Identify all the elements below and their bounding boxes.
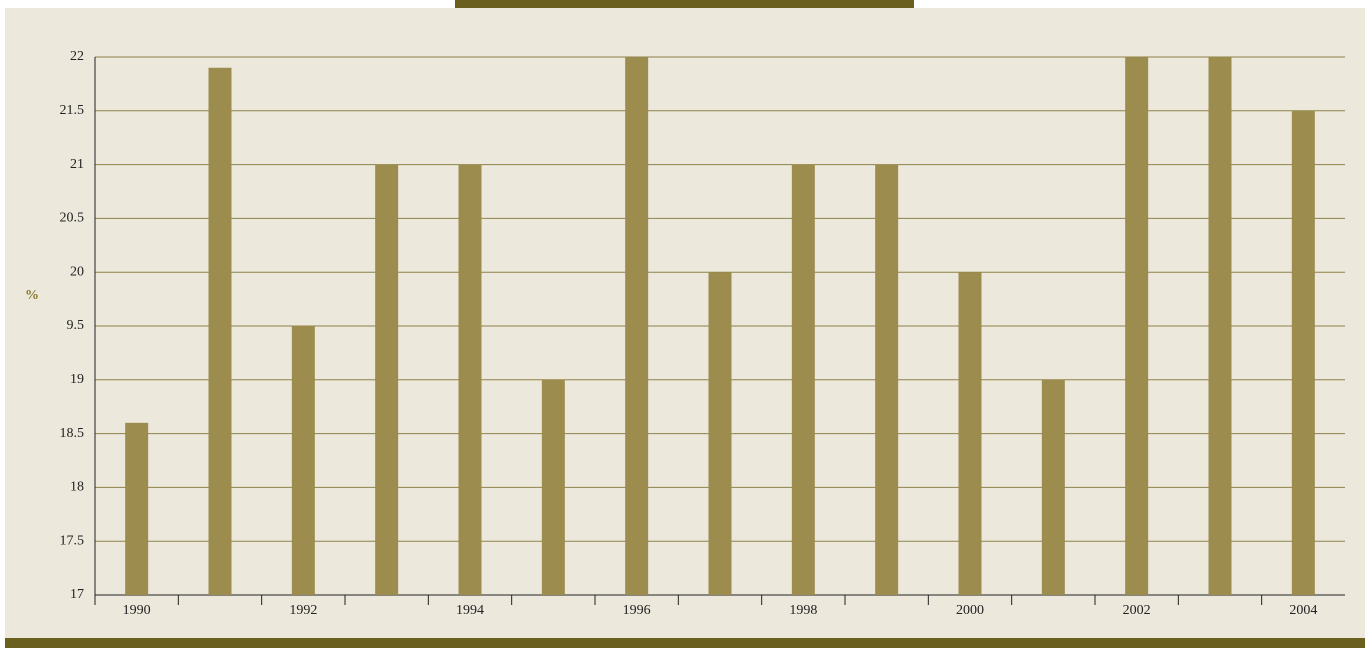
bar: [1041, 379, 1065, 595]
y-tick-label: 21.5: [60, 103, 85, 118]
header-bar: [455, 0, 914, 8]
bar: [958, 272, 982, 595]
bar: [291, 326, 315, 595]
y-axis-label: %: [25, 288, 39, 303]
y-tick-label: 18.5: [60, 426, 85, 441]
x-tick-label: 1994: [456, 603, 484, 618]
bar: [375, 164, 399, 595]
footer-bar: [5, 638, 1365, 648]
x-tick-label: 2002: [1123, 603, 1151, 618]
bar: [541, 379, 565, 595]
bar: [875, 164, 899, 595]
y-tick-label: 22: [70, 49, 84, 64]
bar: [125, 422, 149, 595]
y-tick-label: 21: [70, 157, 84, 172]
bar: [625, 57, 649, 595]
y-tick-label: 20: [70, 264, 84, 279]
bar: [1125, 57, 1149, 595]
x-tick-label: 2000: [956, 603, 984, 618]
x-tick-label: 1992: [289, 603, 317, 618]
bar: [1208, 57, 1232, 595]
bar: [458, 164, 482, 595]
x-tick-label: 1998: [789, 603, 817, 618]
bar: [791, 164, 815, 595]
y-tick-label: 17.5: [60, 533, 85, 548]
x-tick-label: 2004: [1289, 603, 1317, 618]
y-tick-label: 9.5: [67, 318, 85, 333]
y-tick-label: 18: [70, 480, 84, 495]
y-tick-label: 19: [70, 372, 84, 387]
x-tick-label: 1990: [123, 603, 151, 618]
bar: [1291, 110, 1315, 596]
y-tick-label: 17: [70, 587, 84, 602]
bar: [208, 67, 232, 595]
y-tick-label: 20.5: [60, 211, 85, 226]
bar: [708, 272, 732, 595]
x-tick-label: 1996: [623, 603, 651, 618]
